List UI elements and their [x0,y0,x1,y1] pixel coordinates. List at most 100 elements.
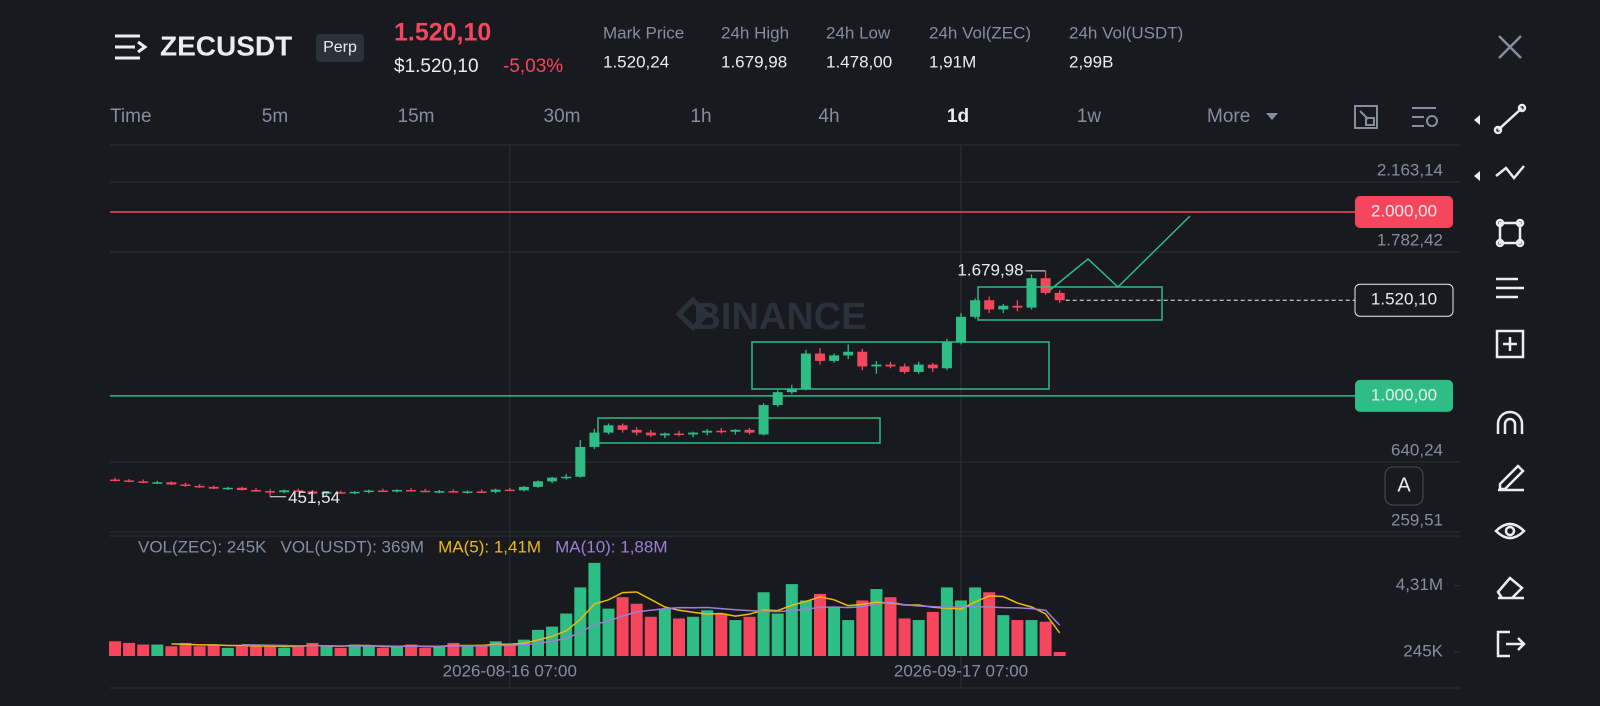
candle-body [462,491,473,493]
timeframe[interactable]: 4h [818,106,839,127]
volume-bar [856,600,869,656]
volume-bar [616,597,629,656]
volume-bar [320,646,333,656]
low-label: 451,54 [288,488,340,507]
candle-body [420,490,431,493]
stat-label: 24h Vol(ZEC) [929,23,1031,42]
volume-bar [1039,621,1052,656]
candle-body [180,484,191,486]
stat-label: Mark Price [603,23,684,42]
drawing-toolbar[interactable] [1474,103,1527,658]
volume-bar [870,589,883,656]
candle-body [815,353,825,361]
volume-bar [405,644,418,656]
y-tick-label: 259,51 [1391,510,1443,529]
stat-label: 24h High [721,23,789,42]
volume-bar [644,616,657,656]
volume-bar [574,587,587,656]
timeframe: Time [110,106,152,127]
volume-bar [630,603,643,656]
timeframe[interactable]: 1h [690,106,711,127]
candle-body [941,342,952,369]
candle-body [772,392,783,406]
menu-icon[interactable] [115,34,148,60]
volume-bar [1053,651,1066,656]
volume-bar [461,646,474,656]
price: 1.520,10 [394,19,491,47]
candle-body [589,432,600,447]
candle-body [124,480,135,482]
candle-body [829,355,840,361]
timeframe[interactable]: 1d [947,106,969,127]
level-badge[interactable] [1355,195,1453,228]
stat-value: 2,99B [1069,52,1113,71]
candle-body [1054,292,1065,301]
volume-bar [814,593,826,656]
symbol[interactable]: ZECUSDT [160,30,292,61]
volume-bar [898,618,911,656]
layout-icons[interactable] [1354,105,1438,129]
candle-body [913,364,924,372]
timeframe[interactable]: 5m [262,106,288,127]
volume-bar [503,644,516,656]
candle-body [138,481,149,483]
volume-bar [673,618,685,656]
volume-bar [602,608,615,656]
auto-label[interactable]: A [1397,474,1411,496]
volume-bar [785,584,798,656]
timeframe[interactable]: 30m [544,106,581,127]
volume-bar [348,644,361,656]
timeframe[interactable]: 15m [398,106,435,127]
level-label: 2.000,00 [1371,201,1437,220]
volume-bar [884,597,897,656]
drawings[interactable] [597,215,1191,444]
level-badge[interactable] [1355,379,1453,412]
y-tick-label: 245K [1403,641,1443,660]
candle-body [533,481,543,487]
candle-body [110,479,120,482]
stat-label: 24h Vol(USDT) [1069,23,1183,42]
candle-body [744,429,755,433]
candle-body [800,353,811,389]
change: -5,03% [503,56,563,77]
contract: Perp [323,39,357,56]
x-tick-label: 2026-08-16 07:00 [443,661,577,680]
candle-body [222,487,233,490]
candle-body [885,364,896,367]
volume-bar [828,606,841,656]
candle-body [674,433,684,436]
volume-bar [123,642,136,656]
candle-body [603,425,614,433]
candle-body [984,300,995,310]
volume-legend: VOL(USDT): 369M [281,537,425,556]
more-arrow[interactable] [1266,113,1278,120]
y-tick-label: 2.163,14 [1377,160,1443,179]
volume-bar [334,647,347,656]
timeframe[interactable]: More [1207,106,1250,127]
candle-body [970,300,981,317]
timeframe[interactable]: 1w [1077,106,1102,127]
candle-body [166,482,177,485]
candle-body [1040,278,1051,293]
y-tick-label: 4,31M [1396,575,1443,594]
close-button[interactable] [1498,35,1522,59]
volume-bar [926,611,939,656]
candle-body [504,489,515,492]
candle-body [843,351,854,356]
candle-body [335,492,346,494]
volume-bar [912,620,925,656]
volume-bar [715,613,728,656]
stat-label: 24h Low [826,23,891,42]
volume-bar [588,562,601,656]
auto-button[interactable] [1384,466,1424,506]
candle-body [434,491,445,493]
level-label: 1.000,00 [1371,385,1437,404]
candle-body [786,388,797,393]
volume-bar [940,587,953,656]
candle-body [349,491,360,494]
volume-bar [658,608,671,656]
volume-bar [757,592,770,656]
